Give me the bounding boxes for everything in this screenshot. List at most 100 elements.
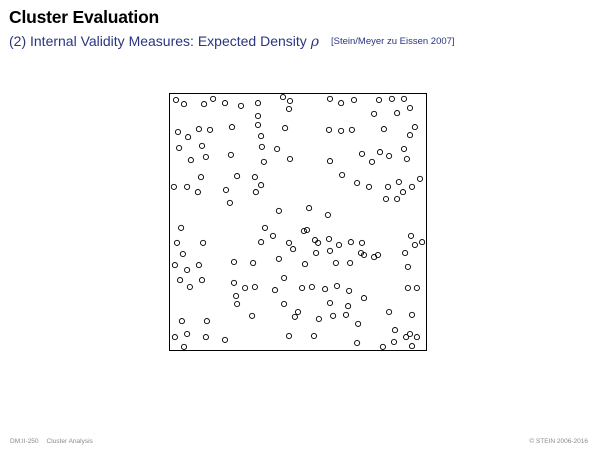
data-point bbox=[227, 151, 234, 158]
data-point bbox=[187, 157, 194, 164]
data-point bbox=[230, 258, 238, 266]
data-point bbox=[286, 155, 294, 163]
data-point bbox=[234, 173, 241, 180]
data-point bbox=[254, 100, 262, 107]
data-point bbox=[291, 313, 298, 320]
data-point bbox=[301, 261, 309, 268]
data-point bbox=[206, 126, 214, 133]
data-point bbox=[184, 183, 191, 190]
data-point bbox=[170, 183, 177, 190]
data-point bbox=[375, 96, 383, 104]
data-point bbox=[347, 239, 354, 246]
data-point bbox=[179, 250, 186, 258]
data-point bbox=[368, 158, 376, 165]
data-point bbox=[326, 158, 334, 165]
data-point bbox=[347, 259, 354, 267]
data-point bbox=[290, 246, 297, 253]
data-point bbox=[254, 112, 262, 120]
data-point bbox=[311, 237, 319, 244]
data-point bbox=[180, 101, 188, 108]
data-point bbox=[408, 311, 416, 318]
data-point bbox=[234, 300, 241, 308]
data-point bbox=[386, 308, 393, 316]
data-point bbox=[313, 249, 320, 257]
data-point bbox=[203, 318, 210, 325]
footer-copyright: © STEIN 2006-2016 bbox=[529, 438, 588, 445]
points-layer bbox=[170, 94, 426, 350]
data-point bbox=[282, 125, 289, 132]
data-point bbox=[195, 126, 202, 133]
data-point bbox=[285, 239, 293, 246]
data-point bbox=[184, 330, 191, 338]
data-point bbox=[315, 239, 322, 246]
data-point bbox=[258, 133, 265, 140]
data-point bbox=[228, 124, 236, 131]
data-point bbox=[171, 334, 178, 341]
data-point bbox=[394, 195, 401, 203]
data-point bbox=[403, 334, 410, 341]
data-point bbox=[274, 145, 281, 153]
data-point bbox=[408, 343, 416, 350]
data-point bbox=[400, 145, 408, 153]
data-point bbox=[275, 207, 282, 214]
slide-subtitle: (2) Internal Validity Measures: Expected… bbox=[9, 33, 455, 50]
data-point bbox=[242, 284, 249, 292]
data-point bbox=[221, 336, 229, 343]
data-point bbox=[325, 235, 333, 243]
data-point bbox=[315, 315, 322, 323]
data-point bbox=[249, 312, 256, 319]
data-point bbox=[400, 95, 408, 102]
data-point bbox=[407, 232, 415, 239]
data-point bbox=[325, 126, 333, 133]
data-point bbox=[260, 158, 267, 165]
subtitle-text: (2) Internal Validity Measures: Expected… bbox=[9, 33, 307, 49]
data-point bbox=[404, 284, 411, 292]
data-point bbox=[233, 292, 240, 300]
data-point bbox=[350, 96, 358, 104]
data-point bbox=[194, 189, 201, 196]
data-point bbox=[180, 343, 188, 350]
data-point bbox=[202, 334, 209, 341]
data-point bbox=[338, 127, 345, 134]
data-point bbox=[254, 121, 262, 129]
data-point bbox=[258, 143, 265, 150]
data-point bbox=[306, 205, 313, 212]
data-point bbox=[379, 343, 386, 350]
data-point bbox=[197, 174, 205, 181]
scatter-svg bbox=[169, 93, 427, 351]
data-point bbox=[171, 262, 178, 269]
data-point bbox=[300, 227, 307, 235]
data-point bbox=[261, 224, 269, 231]
data-point bbox=[395, 178, 402, 186]
data-point bbox=[279, 94, 287, 101]
data-point bbox=[386, 152, 393, 160]
data-point bbox=[354, 339, 361, 347]
data-point bbox=[406, 330, 414, 338]
footer-left: DM:II-250 Cluster Analysis bbox=[10, 438, 93, 445]
data-point bbox=[411, 124, 418, 131]
data-point bbox=[322, 286, 329, 293]
data-point bbox=[391, 327, 399, 334]
data-point bbox=[382, 195, 390, 203]
data-point bbox=[342, 311, 350, 318]
data-point bbox=[310, 332, 318, 340]
data-point bbox=[198, 277, 206, 284]
data-point bbox=[354, 179, 361, 187]
data-point bbox=[360, 251, 368, 259]
data-point bbox=[285, 332, 293, 340]
data-point bbox=[355, 320, 362, 327]
data-point bbox=[185, 134, 192, 141]
data-point bbox=[376, 149, 384, 156]
data-point bbox=[275, 255, 282, 262]
data-point bbox=[172, 96, 180, 104]
data-point bbox=[335, 241, 343, 249]
data-point bbox=[390, 338, 398, 346]
data-point bbox=[198, 142, 206, 149]
data-point bbox=[371, 110, 378, 117]
data-point bbox=[332, 259, 339, 267]
data-point bbox=[222, 186, 230, 194]
data-point bbox=[202, 153, 209, 161]
data-point bbox=[374, 251, 382, 259]
data-point bbox=[285, 105, 293, 113]
data-point bbox=[258, 239, 265, 246]
